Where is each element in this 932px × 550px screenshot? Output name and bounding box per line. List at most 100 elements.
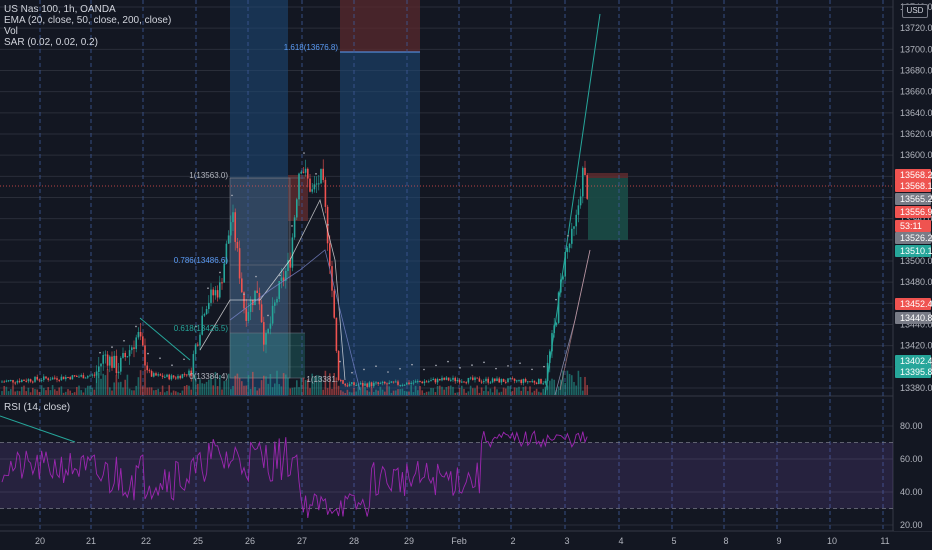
price-tick-label: 13720.0	[900, 23, 932, 33]
volume-bar	[177, 392, 179, 395]
candle-body	[245, 308, 247, 321]
volume-bar	[113, 382, 115, 395]
candle-body	[430, 380, 432, 382]
volume-bar	[80, 390, 82, 395]
sar-dot	[207, 287, 209, 289]
rsi-pane	[0, 415, 893, 518]
candle-body	[205, 309, 208, 315]
volume-bar	[120, 381, 122, 395]
candle-body	[293, 217, 296, 238]
volume-bar	[249, 388, 252, 395]
volume-bar	[469, 385, 472, 395]
candle-body	[49, 379, 52, 381]
candle-body	[131, 347, 133, 351]
volume-bar	[271, 387, 274, 395]
price-tag	[895, 355, 931, 367]
volume-bar	[540, 392, 542, 395]
volume-bar	[450, 385, 452, 395]
price-tick-label: 13500.0	[900, 256, 932, 266]
price-tag	[895, 180, 931, 192]
candle-body	[10, 380, 12, 382]
volume-bar	[58, 387, 60, 395]
price-axis[interactable]: 13740.013720.013700.013680.013660.013640…	[894, 0, 932, 531]
candle-body	[397, 381, 399, 385]
volume-bar	[205, 381, 208, 395]
time-tick-label: 8	[723, 536, 728, 546]
volume-bar	[386, 385, 388, 395]
volume-bar	[456, 392, 459, 395]
candle-body	[549, 351, 551, 363]
candle-body	[392, 381, 395, 383]
candle-body	[128, 350, 131, 357]
volume-bar	[106, 369, 109, 395]
target-zone	[588, 176, 628, 240]
time-axis[interactable]: 20 21 22 25 26 27 28 29 Feb 2 3 4 5 8 9 10 11	[35, 536, 890, 546]
volume-bar	[25, 391, 27, 395]
candle-body	[265, 333, 267, 345]
volume-bar	[344, 392, 346, 395]
volume-bar	[331, 388, 333, 395]
risk-zone	[588, 173, 628, 178]
candle-body	[542, 383, 544, 385]
candle-body	[1, 381, 3, 383]
candle-body	[276, 298, 278, 303]
sar-indicator-label[interactable]: SAR (0.02, 0.02, 0.2)	[4, 37, 98, 48]
volume-bar	[29, 392, 32, 395]
candle-body	[309, 178, 311, 192]
volume-bar	[124, 379, 126, 395]
candle-body	[247, 311, 250, 321]
volume-bar	[5, 386, 8, 395]
rsi-indicator-label[interactable]: RSI (14, close)	[4, 402, 71, 413]
price-tick-label: 13420.0	[900, 341, 932, 351]
candle-body	[236, 241, 239, 249]
volume-bar	[186, 385, 188, 395]
volume-bar	[291, 387, 294, 395]
volume-bar	[465, 392, 467, 395]
candle-body	[282, 277, 285, 281]
price-tag	[895, 312, 931, 324]
volume-bar	[535, 388, 538, 395]
sar-dot	[111, 346, 113, 348]
volume-bar	[89, 385, 91, 395]
volume-bar	[370, 387, 373, 395]
volume-indicator-label[interactable]: Vol	[4, 26, 18, 37]
price-tick-label: 13680.0	[900, 66, 932, 76]
volume-bar	[557, 386, 560, 395]
candle-body	[100, 363, 102, 367]
volume-bar	[342, 391, 344, 395]
fib-green-band	[230, 333, 305, 378]
ema-indicator-label[interactable]: EMA (20, close, 50, close, 200, close)	[4, 15, 172, 26]
currency-badge[interactable]: USD	[902, 4, 928, 18]
volume-bar	[3, 385, 5, 395]
candle-body	[161, 375, 164, 378]
volume-bar	[335, 377, 338, 395]
candle-body	[399, 384, 401, 386]
candle-body	[388, 382, 390, 385]
volume-bar	[219, 374, 221, 395]
volume-bar	[43, 387, 45, 395]
volume-bar	[476, 385, 478, 395]
volume-bar	[245, 385, 247, 395]
candle-body	[586, 175, 588, 199]
long-position-zone-2	[340, 52, 420, 396]
projection-line	[544, 13, 601, 396]
volume-bar	[351, 392, 353, 395]
volume-bar	[357, 386, 360, 395]
time-tick-label: 2	[510, 536, 515, 546]
volume-bar	[131, 390, 133, 395]
candle-body	[311, 189, 313, 192]
volume-bar	[414, 385, 417, 395]
candle-body	[194, 344, 197, 355]
candle-body	[40, 380, 43, 382]
candle-body	[384, 381, 386, 384]
candle-body	[263, 322, 265, 345]
volume-bar	[146, 387, 148, 395]
candle-body	[27, 379, 30, 382]
symbol-title[interactable]: US Nas 100, 1h, OANDA	[4, 4, 116, 15]
price-tag	[895, 232, 931, 244]
volume-bar	[375, 389, 377, 395]
volume-bar	[82, 392, 85, 395]
candle-body	[69, 377, 71, 380]
rsi-tick-label: 80.00	[900, 421, 923, 431]
